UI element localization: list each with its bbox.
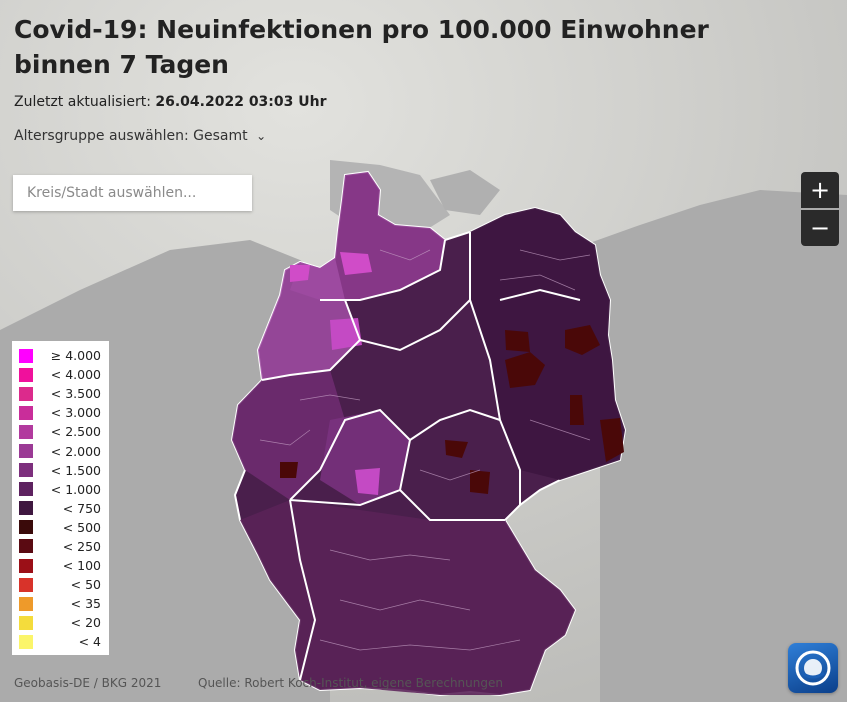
region-south (240, 500, 575, 695)
legend-label: < 1.000 (50, 481, 101, 497)
legend-item: < 750 (19, 499, 103, 518)
legend-label: < 3.500 (50, 386, 101, 402)
legend-swatch (19, 539, 33, 554)
region-hessen (320, 410, 410, 505)
last-updated: Zuletzt aktualisiert: 26.04.2022 03:03 U… (14, 94, 327, 110)
hotspot-region (470, 470, 490, 494)
age-group-dropdown[interactable]: Altersgruppe auswählen: Gesamt ⌄ (14, 128, 266, 144)
bright-region (355, 468, 380, 495)
legend-swatch (19, 482, 33, 497)
neighbour-land (430, 170, 500, 215)
tagesschau-logo-icon[interactable] (788, 643, 838, 693)
last-updated-value: 26.04.2022 03:03 Uhr (155, 94, 327, 110)
legend-swatch (19, 463, 33, 478)
hotspot-region (445, 440, 468, 458)
page-title: Covid-19: Neuinfektionen pro 100.000 Ein… (14, 15, 709, 79)
zoom-in-button[interactable]: + (801, 172, 839, 208)
legend-label: < 4.000 (50, 367, 101, 383)
district-borders (259, 249, 591, 651)
legend-item: < 500 (19, 518, 103, 537)
legend-label: < 2.000 (50, 443, 101, 459)
legend-item: ≥ 4.000 (19, 346, 103, 365)
geobasis-credit: Geobasis-DE / BKG 2021 (14, 676, 162, 690)
district-search-input[interactable] (13, 175, 252, 211)
legend-swatch (19, 405, 33, 420)
bright-region (340, 252, 372, 275)
logo-mark (795, 650, 831, 686)
legend-swatch (19, 348, 33, 363)
region-east (470, 208, 625, 480)
hotspot-region (600, 418, 624, 462)
legend-label: < 50 (70, 577, 101, 593)
hotspot-region (280, 462, 298, 478)
age-group-value: Gesamt (193, 128, 248, 144)
legend-label: < 4 (78, 634, 101, 650)
bright-region (290, 265, 310, 282)
hotspot-region (505, 352, 545, 388)
legend-label: < 100 (62, 558, 101, 574)
legend-swatch (19, 577, 33, 592)
legend-swatch (19, 501, 33, 516)
legend-label: < 750 (62, 500, 101, 516)
legend-swatch (19, 615, 33, 630)
age-group-label: Altersgruppe auswählen: (14, 128, 189, 144)
legend-item: < 100 (19, 556, 103, 575)
legend-label: < 250 (62, 538, 101, 554)
last-updated-label: Zuletzt aktualisiert: (14, 94, 151, 110)
legend-swatch (19, 634, 33, 649)
legend-item: < 3.000 (19, 403, 103, 422)
hotspot-region (570, 395, 584, 425)
legend-label: < 1.500 (50, 462, 101, 478)
legend-swatch (19, 367, 33, 382)
legend-item: < 2.500 (19, 422, 103, 441)
legend-item: < 1.000 (19, 480, 103, 499)
state-borders (261, 232, 581, 681)
region-west (232, 370, 345, 500)
legend-swatch (19, 520, 33, 535)
zoom-out-button[interactable]: − (801, 210, 839, 246)
legend-label: < 35 (70, 596, 101, 612)
legend-label: < 20 (70, 615, 101, 631)
source-credit: Quelle: Robert Koch-Institut, eigene Ber… (198, 676, 503, 690)
chevron-down-icon: ⌄ (256, 129, 267, 143)
legend: ≥ 4.000 < 4.000 < 3.500 < 3.000 < 2.500 < 2.0… (12, 341, 109, 655)
legend-label: < 3.000 (50, 405, 101, 421)
legend-label: ≥ 4.000 (50, 348, 101, 364)
legend-item: < 35 (19, 594, 103, 613)
legend-label: < 2.500 (50, 424, 101, 440)
legend-swatch (19, 386, 33, 401)
legend-swatch (19, 558, 33, 573)
legend-item: < 3.500 (19, 384, 103, 403)
legend-item: < 50 (19, 575, 103, 594)
legend-item: < 4.000 (19, 365, 103, 384)
legend-item: < 4 (19, 632, 103, 651)
legend-swatch (19, 596, 33, 611)
legend-swatch (19, 444, 33, 459)
legend-item: < 250 (19, 537, 103, 556)
legend-item: < 20 (19, 613, 103, 632)
hotspot-region (505, 330, 530, 352)
legend-label: < 500 (62, 519, 101, 535)
legend-item: < 2.000 (19, 441, 103, 460)
legend-item: < 1.500 (19, 461, 103, 480)
legend-swatch (19, 424, 33, 439)
neighbour-land (570, 190, 847, 702)
hotspot-region (565, 325, 600, 355)
